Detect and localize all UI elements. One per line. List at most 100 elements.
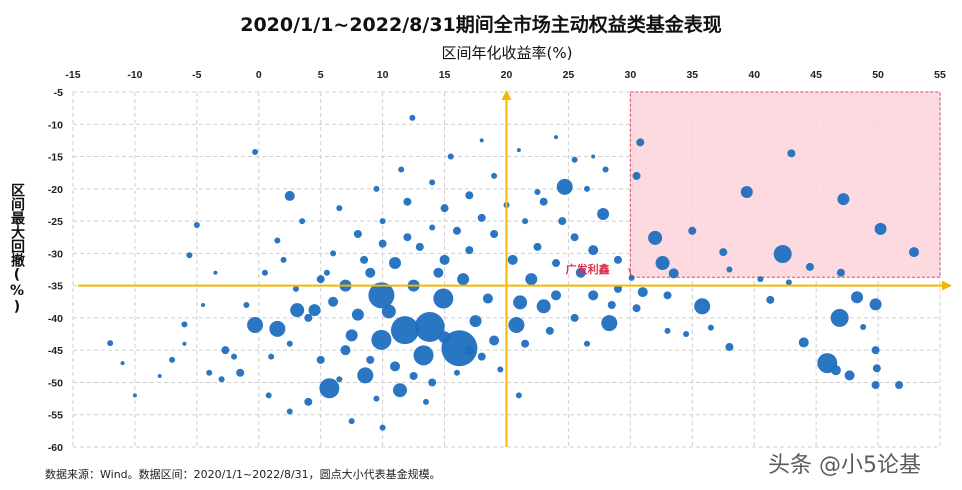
data-point	[457, 273, 470, 286]
data-point	[390, 316, 419, 345]
data-point	[601, 315, 618, 332]
data-point	[453, 369, 460, 376]
x-tick-label: 20	[501, 69, 513, 81]
watermark: 头条 @小5论基	[768, 453, 921, 478]
data-point	[571, 156, 578, 163]
data-point	[381, 304, 396, 319]
data-point	[551, 290, 562, 301]
arrow-right-icon	[942, 280, 952, 291]
data-point	[785, 279, 792, 286]
data-point	[522, 218, 529, 225]
data-point	[286, 340, 293, 347]
x-tick-label: 50	[872, 69, 884, 81]
y-tick-label: -10	[48, 119, 63, 131]
data-point	[439, 254, 450, 265]
data-point	[265, 392, 272, 399]
data-point	[477, 352, 486, 361]
data-point	[157, 374, 162, 378]
data-point	[588, 245, 599, 256]
data-point	[908, 247, 919, 258]
data-point	[304, 313, 313, 322]
data-point	[694, 298, 711, 315]
data-point	[409, 114, 416, 121]
data-point	[766, 295, 775, 304]
data-point	[392, 383, 407, 398]
data-point	[554, 135, 559, 140]
data-point	[429, 179, 436, 186]
data-point	[479, 138, 484, 143]
data-point	[181, 321, 188, 328]
data-point	[328, 296, 339, 307]
data-point	[120, 361, 125, 366]
data-point	[707, 324, 714, 331]
data-point	[284, 190, 295, 201]
x-tick-label: 15	[439, 69, 451, 81]
y-tick-label: -45	[48, 345, 63, 357]
data-point	[805, 262, 814, 271]
data-point	[513, 295, 528, 310]
data-point	[371, 329, 392, 350]
data-point	[348, 418, 355, 425]
data-point	[525, 273, 538, 286]
data-point	[497, 366, 504, 373]
data-point	[403, 233, 412, 242]
data-point	[545, 326, 554, 335]
data-point	[433, 267, 444, 278]
chart-title: 2020/1/1~2022/8/31期间全市场主动权益类基金表现	[240, 14, 722, 36]
x-tick-label: -15	[65, 69, 80, 81]
data-point	[428, 378, 437, 387]
y-tick-label: -50	[48, 377, 63, 389]
data-point	[368, 282, 395, 309]
data-point	[837, 193, 850, 206]
data-point	[556, 178, 573, 195]
data-point	[895, 381, 904, 390]
data-point	[558, 217, 567, 226]
data-point	[206, 369, 213, 376]
data-point	[290, 303, 305, 318]
data-point	[874, 222, 887, 235]
data-point	[726, 266, 733, 273]
data-point	[570, 233, 579, 242]
data-point	[292, 285, 299, 292]
data-point	[539, 197, 548, 206]
x-tick-label: 25	[563, 69, 575, 81]
x-axis-label: 区间年化收益率(%)	[441, 44, 573, 62]
data-point	[787, 149, 796, 158]
data-point	[668, 268, 679, 279]
data-point	[415, 242, 424, 251]
data-point	[390, 361, 401, 372]
data-point	[521, 339, 530, 348]
data-point	[628, 274, 635, 281]
data-point	[389, 257, 402, 270]
data-point	[340, 345, 351, 356]
y-tick-label: -60	[48, 442, 63, 454]
data-point	[482, 293, 493, 304]
data-point	[360, 255, 369, 264]
data-point	[688, 226, 697, 235]
data-point	[330, 250, 337, 257]
reference-lines	[78, 90, 952, 447]
data-point	[319, 378, 340, 399]
data-point	[869, 298, 882, 311]
data-point	[655, 256, 670, 271]
data-point	[836, 268, 845, 277]
data-point	[274, 237, 281, 244]
data-point	[132, 393, 137, 398]
data-point	[201, 303, 206, 307]
data-point	[169, 356, 176, 363]
annotation-pointer	[628, 267, 633, 278]
y-axis-label: 区间最大回撤(%)	[9, 183, 25, 315]
data-point	[452, 226, 461, 235]
data-point	[773, 245, 792, 264]
data-point	[218, 376, 225, 383]
data-point	[613, 284, 622, 293]
source-note: 数据来源：Wind。数据区间：2020/1/1~2022/8/31，圆点大小代表…	[45, 468, 441, 481]
x-tick-labels: -15 -10 -5 0 5 10 15 20 25 30 35 40 45 50 55	[65, 69, 946, 81]
data-point	[588, 290, 599, 301]
x-tick-label: 45	[810, 69, 822, 81]
data-point	[409, 372, 418, 380]
data-point	[243, 302, 250, 308]
data-point	[489, 335, 500, 346]
data-point	[637, 287, 648, 298]
